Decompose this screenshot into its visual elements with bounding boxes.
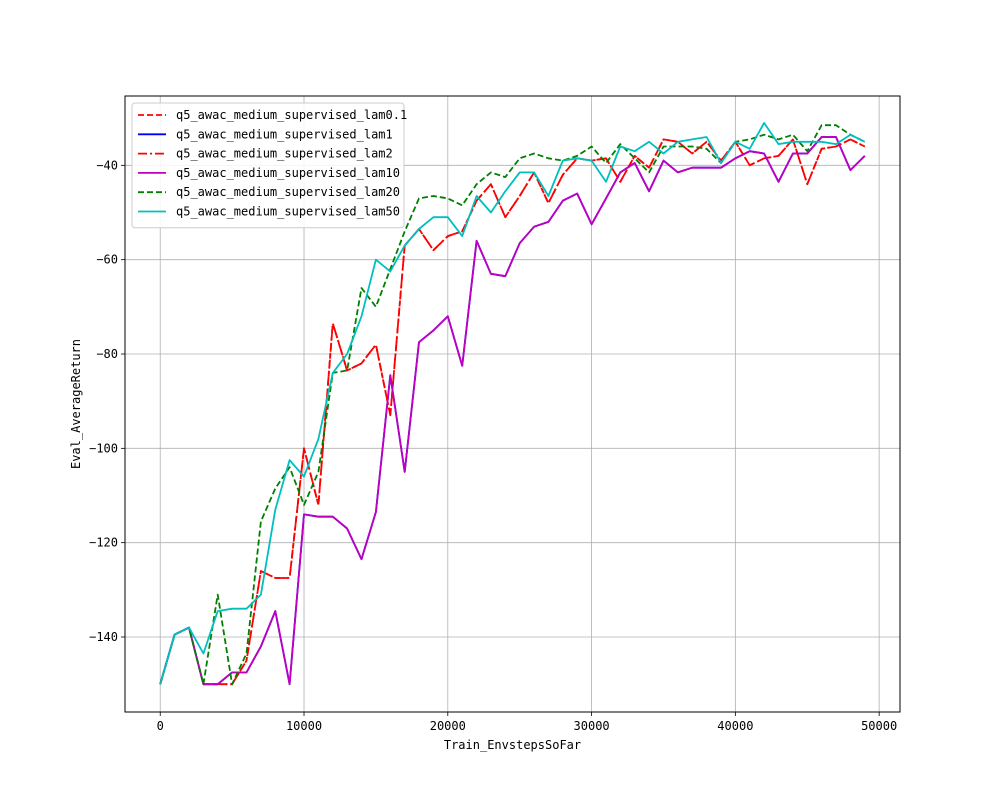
x-tick-label: 20000: [430, 719, 466, 733]
legend-label: q5_awac_medium_supervised_lam0.1: [176, 108, 407, 122]
legend-label: q5_awac_medium_supervised_lam10: [176, 166, 400, 180]
y-tick-label: −100: [89, 441, 118, 455]
series-line-3: [159, 136, 866, 686]
series-line-4: [159, 124, 866, 686]
legend-label: q5_awac_medium_supervised_lam1: [176, 127, 393, 141]
legend-box: [131, 102, 405, 229]
series-lines: [159, 122, 866, 686]
legend-label: q5_awac_medium_supervised_lam20: [176, 185, 400, 199]
x-tick-label: 30000: [574, 719, 610, 733]
series-line-2: [159, 138, 866, 686]
legend-label: q5_awac_medium_supervised_lam2: [176, 147, 393, 161]
y-tick-label: −80: [96, 347, 118, 361]
y-axis-ticks: −140 −120 −100 −80 −60 −40: [89, 158, 125, 644]
plot-frame: [124, 95, 901, 713]
x-axis-ticks: 0 10000 20000 30000 40000 50000: [157, 712, 897, 733]
y-tick-label: −120: [89, 536, 118, 550]
x-tick-label: 0: [157, 719, 164, 733]
legend: q5_awac_medium_supervised_lam0.1 q5_awac_…: [131, 102, 407, 229]
x-tick-label: 50000: [861, 719, 897, 733]
x-tick-label: 40000: [717, 719, 753, 733]
legend-label: q5_awac_medium_supervised_lam50: [176, 205, 400, 219]
y-tick-label: −140: [89, 630, 118, 644]
y-axis-label: Eval_AverageReturn: [69, 339, 83, 469]
series-line-5: [159, 122, 866, 685]
x-axis-label: Train_EnvstepsSoFar: [444, 738, 581, 752]
x-tick-label: 10000: [286, 719, 322, 733]
y-tick-label: −40: [96, 158, 118, 172]
y-tick-label: −60: [96, 253, 118, 267]
